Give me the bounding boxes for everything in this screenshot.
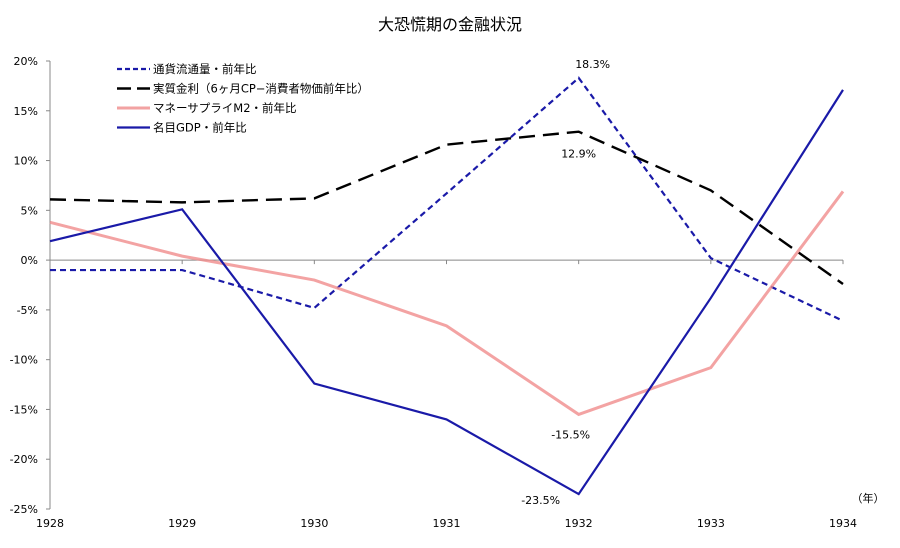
x-tick-label: 1928 bbox=[36, 517, 64, 530]
x-tick-label: 1929 bbox=[168, 517, 196, 530]
legend-label: 名目GDP・前年比 bbox=[153, 121, 247, 135]
series-line-2 bbox=[49, 190, 845, 417]
x-axis-label: （年） bbox=[852, 491, 885, 505]
y-tick-label: -10% bbox=[10, 354, 38, 367]
y-tick-label: 10% bbox=[14, 155, 38, 168]
series-line-1 bbox=[49, 130, 844, 285]
y-tick-label: 0% bbox=[21, 254, 38, 267]
chart-title: 大恐慌期の金融状況 bbox=[378, 15, 522, 34]
x-tick-label: 1933 bbox=[697, 517, 725, 530]
series-line-3 bbox=[49, 89, 844, 496]
legend-label: マネーサプライM2・前年比 bbox=[153, 101, 297, 115]
x-tick-label: 1934 bbox=[829, 517, 857, 530]
data-label: -15.5% bbox=[551, 428, 590, 441]
y-tick-label: -25% bbox=[10, 503, 38, 516]
series-line-0 bbox=[50, 76, 844, 322]
legend-label: 通貨流通量・前年比 bbox=[153, 62, 257, 76]
data-label: 12.9% bbox=[561, 148, 596, 161]
legend-label: 実質金利（6ヶ月CP−消費者物価前年比） bbox=[153, 82, 369, 96]
x-tick-label: 1931 bbox=[433, 517, 461, 530]
x-tick-label: 1930 bbox=[300, 517, 328, 530]
data-label: 18.3% bbox=[575, 58, 610, 71]
y-tick-label: -5% bbox=[17, 304, 38, 317]
data-label: -23.5% bbox=[521, 494, 560, 507]
y-tick-label: 5% bbox=[21, 204, 38, 217]
y-tick-label: 20% bbox=[14, 55, 38, 68]
y-tick-label: 15% bbox=[14, 105, 38, 118]
y-tick-label: -20% bbox=[10, 453, 38, 466]
x-tick-label: 1932 bbox=[565, 517, 593, 530]
y-tick-label: -15% bbox=[10, 403, 38, 416]
